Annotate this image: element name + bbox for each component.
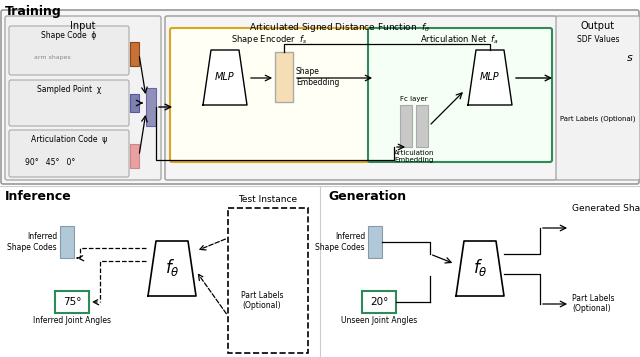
Text: $s$: $s$ xyxy=(626,53,634,63)
FancyBboxPatch shape xyxy=(9,130,129,177)
Text: Sampled Point  χ: Sampled Point χ xyxy=(37,85,101,94)
Bar xyxy=(130,94,139,112)
Polygon shape xyxy=(148,241,196,296)
Text: MLP: MLP xyxy=(215,72,235,82)
Text: Generated Shape: Generated Shape xyxy=(572,204,640,213)
Bar xyxy=(368,226,382,258)
Text: SDF Values: SDF Values xyxy=(577,35,620,44)
Bar xyxy=(146,88,156,126)
Text: Output: Output xyxy=(581,21,615,31)
Text: arm shapes: arm shapes xyxy=(29,55,70,60)
Text: Inferred Joint Angles: Inferred Joint Angles xyxy=(33,316,111,325)
Text: Articulation
Embedding: Articulation Embedding xyxy=(394,150,435,163)
FancyBboxPatch shape xyxy=(165,16,557,180)
Bar xyxy=(55,291,89,313)
Text: Articulation Code  ψ: Articulation Code ψ xyxy=(31,135,107,144)
Text: 20°: 20° xyxy=(370,297,388,307)
Text: 75°: 75° xyxy=(63,297,81,307)
Text: Shape
Embedding: Shape Embedding xyxy=(296,67,339,87)
Text: Part Labels (Optional): Part Labels (Optional) xyxy=(560,115,636,121)
FancyBboxPatch shape xyxy=(9,80,129,126)
FancyBboxPatch shape xyxy=(368,28,552,162)
Bar xyxy=(416,105,428,147)
Bar xyxy=(228,208,308,353)
Text: Inference: Inference xyxy=(5,190,72,203)
Text: Part Labels
(Optional): Part Labels (Optional) xyxy=(572,294,614,313)
Text: Shape Code  ϕ: Shape Code ϕ xyxy=(42,31,97,40)
Text: Fc layer: Fc layer xyxy=(400,96,428,102)
Text: 90°   45°   0°: 90° 45° 0° xyxy=(25,158,75,167)
Text: Training: Training xyxy=(5,5,61,18)
FancyBboxPatch shape xyxy=(170,28,369,162)
Text: Shape Encoder  $f_s$: Shape Encoder $f_s$ xyxy=(231,33,307,46)
Bar xyxy=(130,144,139,168)
Text: Articulation Net  $f_a$: Articulation Net $f_a$ xyxy=(420,33,500,45)
Bar xyxy=(275,52,293,102)
Text: Inferred
Shape Codes: Inferred Shape Codes xyxy=(316,232,365,252)
Polygon shape xyxy=(456,241,504,296)
Text: Part Labels
(Optional): Part Labels (Optional) xyxy=(241,291,284,310)
Bar xyxy=(60,226,74,258)
Bar xyxy=(362,291,396,313)
Polygon shape xyxy=(468,50,512,105)
FancyBboxPatch shape xyxy=(1,10,639,184)
Polygon shape xyxy=(203,50,247,105)
FancyBboxPatch shape xyxy=(9,26,129,75)
FancyBboxPatch shape xyxy=(556,16,640,180)
Text: Input: Input xyxy=(70,21,96,31)
Bar xyxy=(400,105,412,147)
Text: MLP: MLP xyxy=(480,72,500,82)
Text: Unseen Joint Angles: Unseen Joint Angles xyxy=(341,316,417,325)
Bar xyxy=(130,42,139,66)
Text: Inferred
Shape Codes: Inferred Shape Codes xyxy=(8,232,57,252)
Text: Test Instance: Test Instance xyxy=(239,195,298,204)
Text: $f_\theta$: $f_\theta$ xyxy=(472,257,488,278)
Text: Generation: Generation xyxy=(328,190,406,203)
Text: $f_\theta$: $f_\theta$ xyxy=(164,257,179,278)
FancyBboxPatch shape xyxy=(5,16,161,180)
Text: Articulated Signed Distance Function  $f_\theta$: Articulated Signed Distance Function $f_… xyxy=(249,21,431,34)
